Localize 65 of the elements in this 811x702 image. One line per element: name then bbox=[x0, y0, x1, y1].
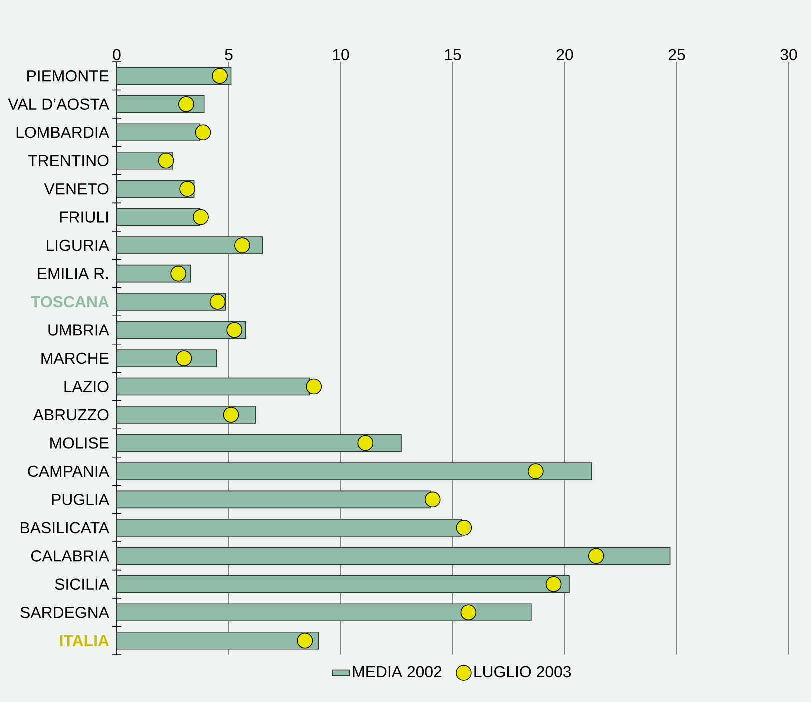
y-tick-label: UMBRIA bbox=[48, 324, 110, 336]
y-tick-label: LOMBARDIA bbox=[16, 126, 110, 138]
bar bbox=[116, 378, 310, 396]
y-tick-label: TOSCANA bbox=[31, 296, 110, 308]
y-tick-label: PUGLIA bbox=[52, 494, 110, 506]
y-tick-label: ITALIA bbox=[60, 635, 110, 646]
point bbox=[528, 464, 544, 480]
y-tick-label: VAL D’AOSTA bbox=[8, 98, 110, 110]
bar bbox=[116, 632, 320, 650]
point bbox=[195, 124, 212, 140]
point bbox=[176, 350, 192, 366]
point bbox=[546, 576, 562, 592]
bar bbox=[116, 321, 246, 340]
y-tick-label: TRENTINO bbox=[28, 155, 109, 166]
x-tick-label: 20 bbox=[556, 49, 574, 60]
y-tick-label: ABRUZZO bbox=[33, 409, 109, 421]
point bbox=[234, 238, 250, 254]
point bbox=[588, 548, 604, 564]
y-tick-label: SARDEGNA bbox=[20, 607, 110, 618]
y-tick-label: SICILIA bbox=[55, 578, 110, 590]
point bbox=[226, 322, 243, 338]
y-tick-label: MOLISE bbox=[50, 438, 109, 449]
point bbox=[456, 520, 472, 536]
point bbox=[180, 181, 196, 197]
bar bbox=[116, 208, 200, 226]
legend-label: MEDIA 2002 bbox=[353, 666, 442, 678]
point bbox=[210, 294, 226, 310]
x-tick-label: 15 bbox=[445, 49, 462, 60]
bar bbox=[116, 519, 462, 537]
bar bbox=[116, 547, 671, 566]
point bbox=[170, 266, 187, 282]
y-tick-label: LAZIO bbox=[64, 381, 109, 392]
y-tick-label: FRIULI bbox=[60, 212, 108, 223]
y-tick-label: EMILIA R. bbox=[38, 268, 108, 280]
x-tick-label: 0 bbox=[113, 49, 121, 60]
bar bbox=[116, 576, 570, 594]
point bbox=[193, 209, 209, 226]
bar bbox=[116, 604, 532, 622]
point bbox=[358, 435, 374, 452]
bar bbox=[116, 490, 432, 509]
x-tick-label: 10 bbox=[333, 49, 350, 60]
bar bbox=[116, 124, 200, 142]
y-tick-label: BASILICATA bbox=[21, 522, 110, 534]
x-tick-label: 5 bbox=[225, 49, 233, 60]
point bbox=[223, 407, 240, 423]
y-tick-label: PIEMONTE bbox=[28, 70, 109, 82]
point bbox=[306, 378, 322, 395]
point bbox=[460, 604, 477, 621]
y-tick-label: LIGURIA bbox=[47, 240, 110, 252]
x-tick-label: 25 bbox=[668, 49, 686, 60]
y-tick-label: MARCHE bbox=[42, 352, 109, 364]
point bbox=[158, 152, 174, 169]
point bbox=[297, 632, 314, 649]
bar bbox=[116, 434, 402, 452]
bar bbox=[116, 406, 256, 424]
bar bbox=[116, 462, 592, 480]
point bbox=[424, 492, 441, 508]
bar bbox=[116, 236, 264, 254]
legend-label: LUGLIO 2003 bbox=[474, 666, 572, 678]
x-tick-label: 30 bbox=[780, 49, 798, 60]
y-tick-label: CAMPANIA bbox=[28, 466, 110, 478]
y-tick-label: VENETO bbox=[44, 183, 109, 195]
point bbox=[212, 68, 228, 84]
point bbox=[178, 96, 194, 112]
y-tick-label: CALABRIA bbox=[31, 550, 110, 562]
